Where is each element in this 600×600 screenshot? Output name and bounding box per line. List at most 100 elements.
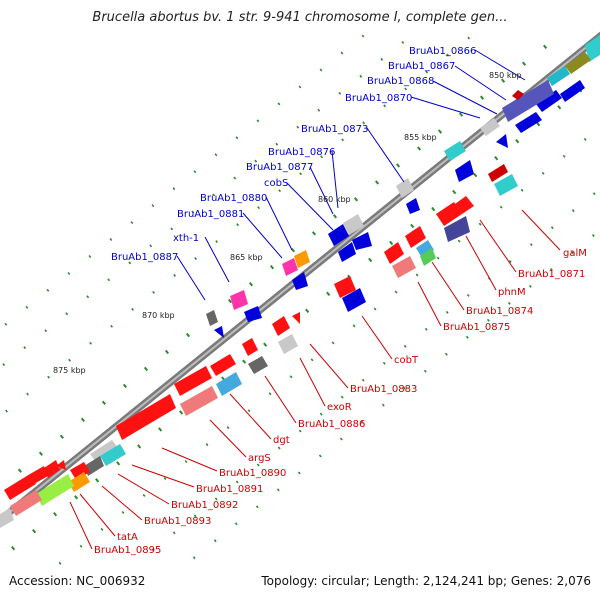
gene-label: cobS xyxy=(264,178,288,189)
tick-mark xyxy=(100,527,104,531)
leader-line xyxy=(410,96,481,119)
tick-mark xyxy=(109,238,113,241)
tick-mark xyxy=(368,257,373,263)
gene-label: BruAb1_0893 xyxy=(144,516,211,527)
tick-mark xyxy=(116,461,121,466)
tick-mark xyxy=(299,172,303,176)
kbp-label: 855 kbp xyxy=(404,133,437,142)
tick-mark xyxy=(465,335,469,339)
tick-mark xyxy=(410,223,415,229)
tick-mark xyxy=(549,267,553,271)
gene-label: argS xyxy=(248,453,271,464)
gene-block xyxy=(406,198,420,214)
tick-mark xyxy=(25,305,29,309)
tick-mark xyxy=(499,205,503,209)
tick-mark xyxy=(173,273,177,277)
tick-mark xyxy=(67,271,71,275)
gene-block xyxy=(488,164,508,182)
tick-mark xyxy=(74,495,79,500)
gene-block xyxy=(455,160,474,182)
gene-block xyxy=(180,386,218,416)
gene-label: BruAb1_0870 xyxy=(345,93,412,104)
tick-mark xyxy=(528,284,532,288)
gene-block xyxy=(70,462,90,480)
gene-block xyxy=(512,90,524,100)
tick-mark xyxy=(26,392,29,396)
label-leaders xyxy=(69,49,561,550)
tick-mark xyxy=(47,375,50,379)
kbp-label: 850 kbp xyxy=(489,71,522,80)
topology-text: Topology: circular; Length: 2,124,241 bp… xyxy=(261,574,591,588)
gene-block xyxy=(294,250,310,268)
gene-block xyxy=(455,196,474,214)
tick-mark xyxy=(152,290,156,294)
tick-mark xyxy=(550,226,554,230)
gene-block xyxy=(444,216,470,242)
gene-block xyxy=(384,242,404,264)
tick-mark xyxy=(255,505,259,509)
tick-mark xyxy=(65,312,69,316)
kbp-label: 875 kbp xyxy=(53,366,86,375)
tick-mark xyxy=(431,206,436,212)
tick-mark xyxy=(226,426,230,430)
tick-mark xyxy=(591,234,595,238)
leader-line xyxy=(366,127,405,183)
kbp-labels: 850 kbp 855 kbp 860 kbp 865 kbp 870 kbp … xyxy=(53,71,522,375)
gene-label: BruAb1_0891 xyxy=(196,484,263,495)
tick-mark xyxy=(529,243,533,247)
tick-mark xyxy=(23,346,27,350)
tick-mark xyxy=(80,417,85,422)
tick-mark xyxy=(276,488,280,492)
tick-mark xyxy=(5,409,8,413)
leader-line xyxy=(331,150,339,209)
gene-label: BruAb1_0867 xyxy=(388,61,455,72)
leader-line xyxy=(264,375,297,424)
tick-mark xyxy=(480,95,485,100)
tick-mark xyxy=(68,358,71,362)
tick-mark xyxy=(501,78,506,83)
tick-mark xyxy=(319,68,323,72)
tick-mark xyxy=(383,104,387,108)
gene-block xyxy=(560,80,585,102)
gene-block xyxy=(480,118,500,136)
gene-block xyxy=(100,444,126,466)
tick-mark xyxy=(543,44,548,49)
tick-mark xyxy=(79,544,83,548)
tick-mark xyxy=(214,153,218,157)
gene-label: galM xyxy=(563,248,587,259)
leader-line xyxy=(309,343,349,389)
tick-mark xyxy=(473,172,478,178)
tick-mark xyxy=(268,392,272,396)
tick-mark xyxy=(478,222,482,226)
gene-block xyxy=(174,366,212,396)
gene-block xyxy=(272,316,290,336)
gene-block xyxy=(56,460,66,470)
gene-block xyxy=(342,288,366,312)
tick-mark xyxy=(570,251,574,254)
gene-block xyxy=(338,242,356,262)
tick-mark xyxy=(467,36,471,40)
gene-label: BruAb1_0895 xyxy=(94,545,161,556)
tick-mark xyxy=(235,136,239,140)
gene-label: BruAb1_0880 xyxy=(200,193,267,204)
gene-block xyxy=(0,508,14,528)
leader-line xyxy=(465,235,497,291)
leader-line xyxy=(286,182,334,231)
tick-mark xyxy=(248,281,254,287)
gene-block xyxy=(244,306,262,322)
gene-block xyxy=(248,356,268,374)
tick-mark xyxy=(11,545,16,551)
gene-block xyxy=(10,490,42,516)
tick-mark xyxy=(214,497,218,501)
tick-mark xyxy=(340,395,344,399)
leader-line xyxy=(299,357,326,407)
tick-mark xyxy=(338,91,342,95)
tick-mark xyxy=(592,192,596,196)
gene-block xyxy=(343,214,364,235)
tick-mark xyxy=(121,510,125,514)
gene-label: BruAb1_0874 xyxy=(466,306,533,317)
tick-mark xyxy=(415,273,419,277)
tick-mark xyxy=(457,239,461,243)
tick-mark xyxy=(331,341,335,345)
gene-block xyxy=(420,248,436,266)
